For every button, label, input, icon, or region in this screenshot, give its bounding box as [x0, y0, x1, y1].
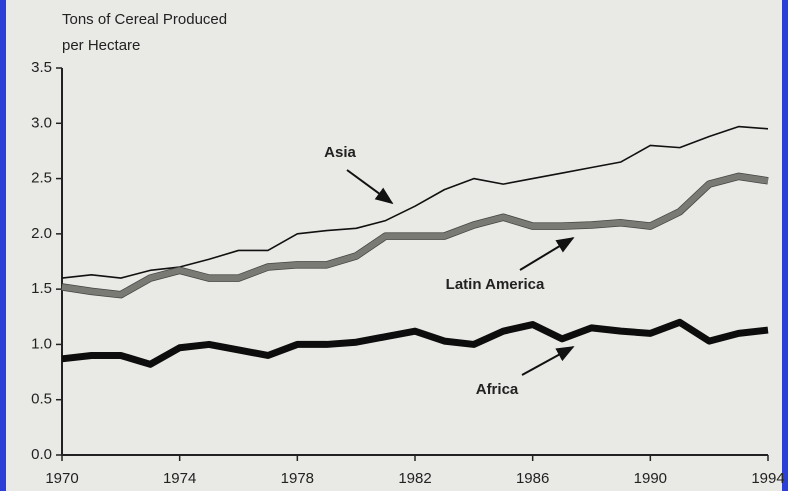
background [6, 0, 782, 491]
x-tick-label: 1982 [398, 470, 431, 487]
y-axis-label: Tons of Cereal Produced [62, 11, 227, 28]
y-tick-label: 1.0 [31, 335, 52, 352]
series-line [61, 173, 769, 298]
y-tick-label: 0.0 [31, 446, 52, 463]
y-axis-label: per Hectare [62, 37, 140, 54]
y-tick-label: 2.5 [31, 170, 52, 187]
x-tick-label: 1994 [751, 470, 784, 487]
y-tick-label: 0.5 [31, 391, 52, 408]
y-tick-label: 2.0 [31, 225, 52, 242]
annotation-arrow [521, 346, 575, 376]
x-tick-label: 1974 [163, 470, 196, 487]
x-tick-label: 1970 [45, 470, 78, 487]
annotation: Latin America [446, 276, 545, 293]
y-tick-label: 1.5 [31, 280, 52, 297]
x-tick-label: 1978 [281, 470, 314, 487]
annotation-arrow [346, 169, 394, 205]
x-tick-label: 1990 [634, 470, 667, 487]
y-tick-label: 3.5 [31, 59, 52, 76]
y-tick-label: 3.0 [31, 114, 52, 131]
x-tick-label: 1986 [516, 470, 549, 487]
annotation: Asia [324, 144, 356, 161]
series-line [61, 318, 769, 368]
annotation-arrow [519, 237, 575, 271]
annotation: Africa [476, 381, 519, 398]
